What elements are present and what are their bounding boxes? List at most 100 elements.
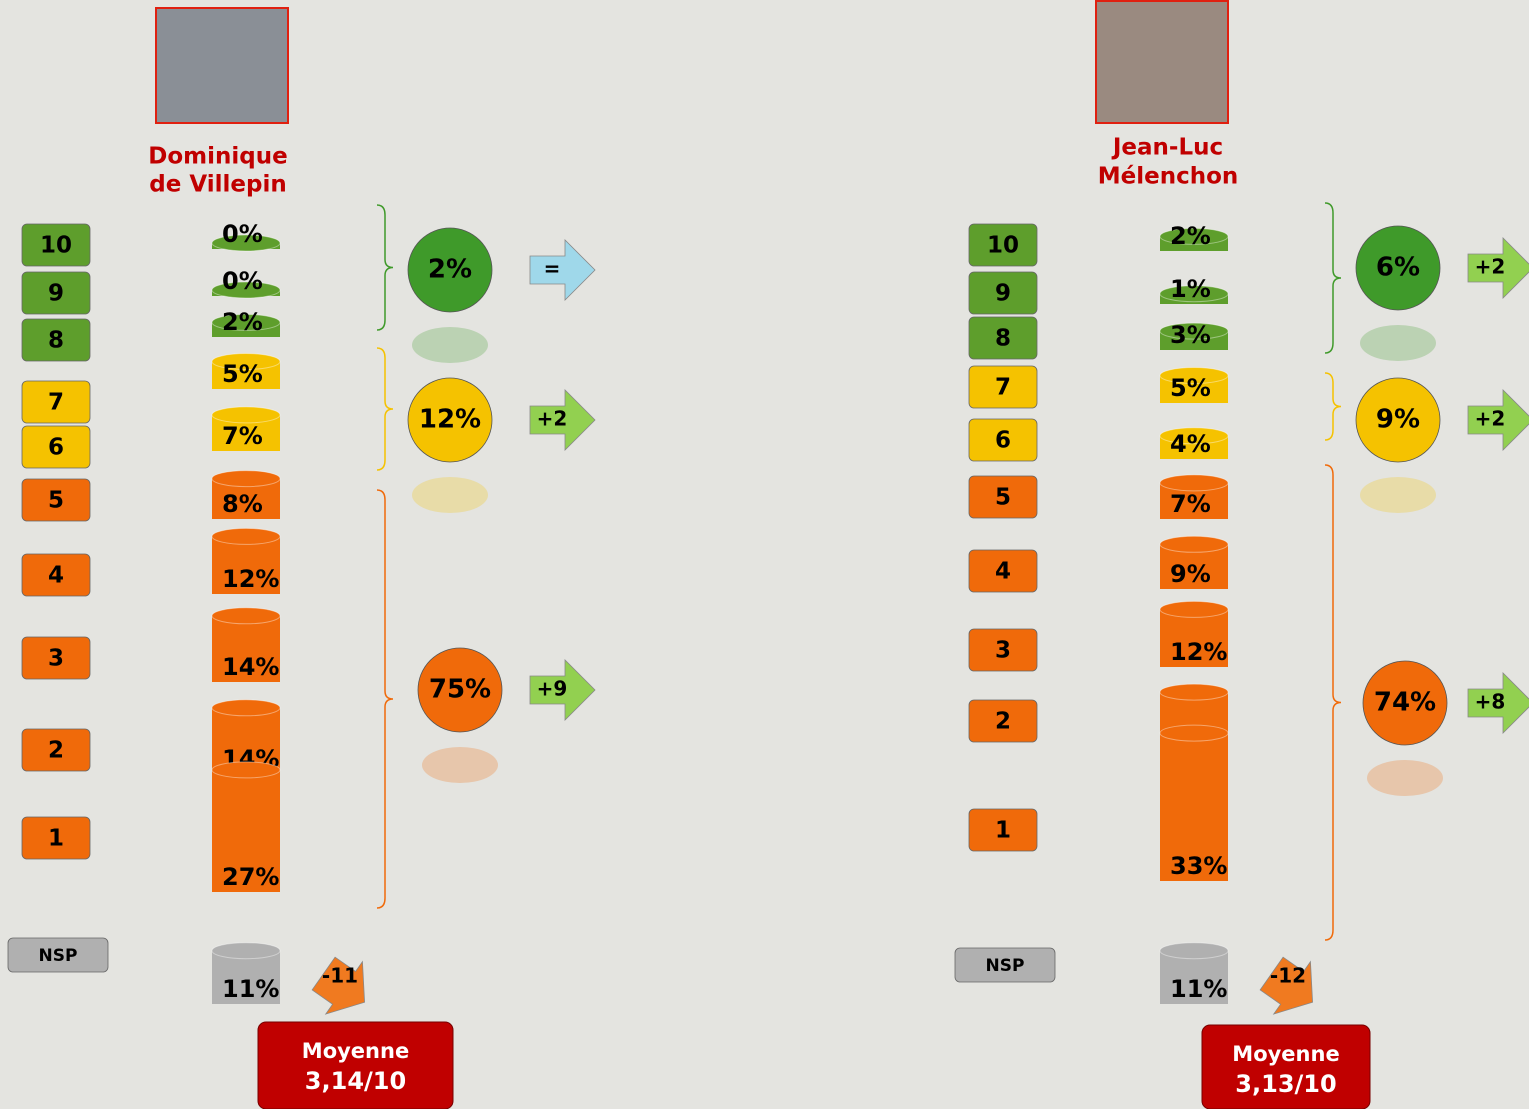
- score-label: NSP: [39, 946, 78, 966]
- cylinder-top: [211, 406, 281, 424]
- score-box: [21, 318, 91, 362]
- score-box: [968, 418, 1038, 462]
- bracket: [1324, 372, 1342, 441]
- bracket: [376, 347, 394, 471]
- change-arrow: [1259, 956, 1313, 1015]
- value-label: 27%: [222, 863, 279, 891]
- mean-box: [1201, 1024, 1371, 1109]
- score-box: [21, 223, 91, 267]
- cylinder: [212, 769, 280, 892]
- circle-reflection: [1367, 760, 1443, 796]
- group-circle: [407, 377, 493, 463]
- group-label: 75%: [429, 675, 491, 705]
- cylinder-top: [211, 234, 281, 252]
- score-label: 10: [40, 233, 72, 259]
- score-box: [968, 628, 1038, 672]
- value-label: 0%: [222, 220, 263, 248]
- value-label: 2%: [222, 308, 263, 336]
- cylinder-top: [1159, 535, 1229, 553]
- cylinder: [1160, 609, 1228, 667]
- change-label: +8: [1475, 690, 1506, 714]
- score-label: 6: [995, 428, 1011, 454]
- value-label: 12%: [222, 565, 279, 593]
- score-label: 2: [48, 738, 64, 764]
- cylinder: [212, 536, 280, 594]
- score-label: NSP: [986, 956, 1025, 976]
- cylinder-top: [211, 699, 281, 717]
- group-circle: [407, 227, 493, 313]
- cylinder-top: [211, 353, 281, 370]
- score-box: [968, 475, 1038, 519]
- value-label: 7%: [1170, 490, 1211, 518]
- cylinder-top: [1159, 474, 1229, 492]
- score-box: [968, 223, 1038, 267]
- candidate-name: Jean-Luc: [1111, 135, 1223, 161]
- score-label: 3: [48, 646, 64, 672]
- cylinder-top: [1159, 285, 1229, 303]
- cylinder-top: [211, 761, 281, 779]
- score-label: 5: [995, 485, 1011, 511]
- cylinder-top: [1159, 227, 1229, 245]
- circle-reflection: [412, 477, 488, 513]
- cylinder-top: [1159, 600, 1229, 618]
- circle-reflection: [422, 747, 498, 783]
- score-label: 5: [48, 488, 64, 514]
- candidate-name: Dominique: [148, 144, 287, 170]
- group-circle: [1355, 225, 1441, 311]
- cylinder-top: [1159, 683, 1229, 701]
- change-arrow: [529, 659, 596, 721]
- group-label: 9%: [1376, 405, 1420, 435]
- score-box: [968, 699, 1038, 743]
- cylinder: [1160, 733, 1228, 881]
- value-label: 11%: [222, 975, 279, 1003]
- score-label: 8: [995, 326, 1011, 352]
- photo: [1095, 0, 1229, 124]
- mean-box: [257, 1021, 454, 1109]
- value-label: 2%: [1170, 222, 1211, 250]
- score-label: 8: [48, 328, 64, 354]
- score-label: 4: [48, 563, 64, 589]
- group-label: 2%: [428, 255, 472, 285]
- mean-value: 3,13/10: [1235, 1070, 1336, 1098]
- cylinder: [212, 615, 280, 682]
- score-box: [21, 553, 91, 597]
- group-circle: [1355, 377, 1441, 463]
- value-label: 0%: [222, 267, 263, 295]
- score-box: [21, 816, 91, 860]
- circle-reflection: [1360, 477, 1436, 513]
- score-label: 7: [48, 390, 64, 416]
- score-box: [968, 271, 1038, 315]
- value-label: 9%: [1170, 560, 1211, 588]
- value-label: 7%: [222, 422, 263, 450]
- change-arrow: [311, 956, 365, 1015]
- change-arrow: [1467, 389, 1529, 451]
- score-box: [21, 425, 91, 469]
- cylinder-top: [1159, 322, 1229, 340]
- cylinder-top: [1159, 724, 1229, 742]
- circle-reflection: [1360, 325, 1436, 361]
- value-label: 8%: [222, 490, 263, 518]
- bracket: [376, 204, 394, 331]
- group-label: 12%: [419, 405, 481, 435]
- cylinder-top: [211, 527, 281, 545]
- cylinder-top: [211, 313, 281, 331]
- score-box: [954, 947, 1056, 983]
- value-label: 5%: [222, 360, 263, 388]
- change-label: +9: [537, 677, 568, 701]
- score-box: [968, 316, 1038, 360]
- score-box: [21, 478, 91, 522]
- score-box: [21, 271, 91, 315]
- bracket: [1324, 464, 1342, 941]
- value-label: 4%: [1170, 430, 1211, 458]
- change-label: +2: [537, 407, 568, 431]
- score-box: [7, 937, 109, 973]
- score-box: [21, 728, 91, 772]
- value-label: 1%: [1170, 275, 1211, 303]
- mean-value: 3,14/10: [305, 1067, 406, 1095]
- cylinder-top: [211, 942, 281, 960]
- value-label: 5%: [1170, 374, 1211, 402]
- value-label: 3%: [1170, 321, 1211, 349]
- score-label: 2: [995, 709, 1011, 735]
